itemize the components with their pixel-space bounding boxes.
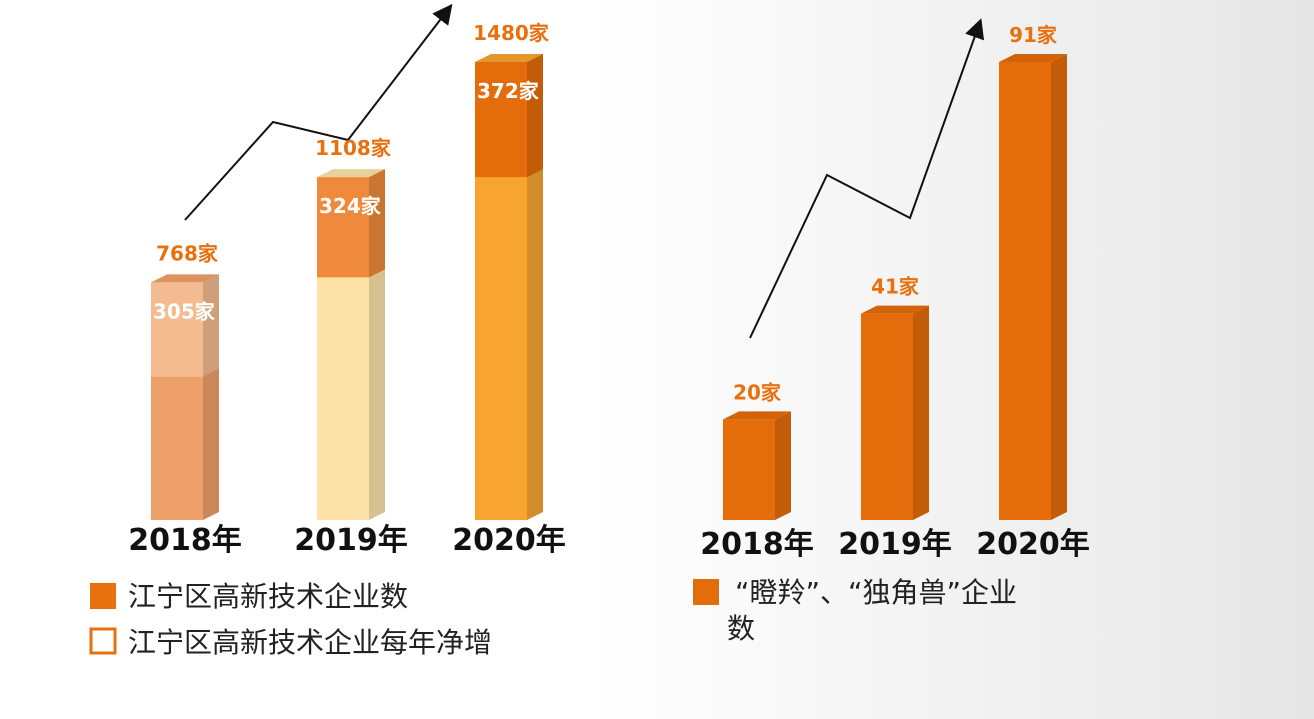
bar-top [861, 305, 929, 314]
bar [723, 419, 775, 520]
bar-top [317, 169, 385, 178]
legend-label: 江宁区高新技术企业数 [128, 580, 408, 613]
trend-arrow [749, 18, 985, 339]
value-label: 768家 [156, 241, 219, 265]
trend-arrow [184, 3, 453, 221]
bar-segment [475, 62, 527, 178]
legend-swatch [89, 627, 117, 655]
bar [861, 313, 913, 520]
bar [999, 62, 1051, 520]
value-label: 20家 [733, 380, 782, 404]
value-label: 1108家 [315, 136, 392, 160]
legend-label: 江宁区高新技术企业每年净增 [128, 626, 492, 659]
bar-segment [151, 282, 203, 377]
bar-side [775, 411, 791, 520]
bar-side [913, 305, 929, 520]
bar-top [723, 411, 791, 420]
legend-swatch [693, 579, 719, 605]
bar-top [475, 54, 543, 62]
value-label: 324家 [319, 194, 382, 218]
x-tick-label: 2019年 [838, 527, 952, 562]
bar-side [1051, 54, 1067, 520]
value-label: 305家 [153, 299, 216, 323]
value-label: 91家 [1009, 23, 1058, 47]
x-tick-label: 2019年 [294, 523, 408, 558]
value-label: 1480家 [473, 21, 550, 45]
x-tick-label: 2020年 [452, 523, 566, 558]
value-label: 372家 [477, 79, 540, 103]
bar-side [527, 54, 543, 178]
bar-side [369, 169, 385, 278]
legend-swatch [90, 583, 116, 609]
value-label: 41家 [871, 275, 920, 299]
x-tick-label: 2020年 [976, 527, 1090, 562]
bar-top [999, 54, 1067, 62]
bar-segment [317, 177, 369, 278]
x-tick-label: 2018年 [128, 523, 242, 558]
legend-label: “瞪羚”、“独角兽”企业数 [727, 576, 1017, 645]
bar-top [151, 274, 219, 283]
bar-side [203, 274, 219, 377]
x-tick-label: 2018年 [700, 527, 814, 562]
